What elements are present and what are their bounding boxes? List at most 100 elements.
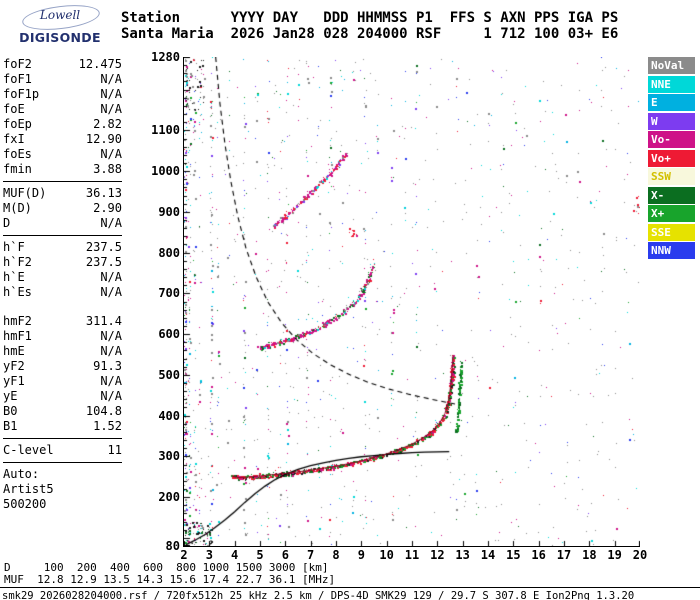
param-label: Auto:: [3, 467, 40, 481]
lowell-digisonde-logo: Lowell DIGISONDE: [8, 1, 112, 49]
legend-x-minus: X-: [648, 186, 695, 204]
param-value: N/A: [100, 329, 122, 343]
param-value: 12.90: [85, 132, 122, 146]
param-b1: B1 1.52: [3, 419, 122, 434]
y-tick-900: 900: [158, 204, 180, 219]
y-tick-400: 400: [158, 408, 180, 423]
y-tick-80: 80: [165, 539, 180, 553]
param-yf2: yF2 91.3: [3, 359, 122, 374]
param-value: N/A: [100, 374, 122, 388]
panel-separator: [3, 462, 122, 463]
param-value: 11: [107, 443, 122, 457]
param-value: N/A: [100, 285, 122, 299]
param-value: 104.8: [85, 404, 122, 418]
x-tick-20: 20: [632, 548, 648, 562]
param-value: N/A: [100, 102, 122, 116]
param-label: foEs: [3, 147, 32, 161]
x-tick-7: 7: [307, 548, 315, 562]
param-label: MUF(D): [3, 186, 47, 200]
x-tick-14: 14: [480, 548, 496, 562]
param-label: fxI: [3, 132, 25, 146]
x-tick-9: 9: [357, 548, 365, 562]
legend-ssw: SSW: [648, 168, 695, 185]
param-label: foF1: [3, 72, 32, 86]
param-h-f: h`F 237.5: [3, 240, 122, 255]
param-label: C-level: [3, 443, 54, 457]
logo-lowell-text: Lowell: [39, 8, 81, 22]
param-label: yF1: [3, 374, 25, 388]
param-label: M(D): [3, 201, 32, 215]
param-label: D: [3, 216, 11, 230]
x-tick-6: 6: [281, 548, 289, 562]
y-tick-300: 300: [158, 449, 180, 464]
param-label: foF1p: [3, 87, 40, 101]
param-hmf1: hmF1 N/A: [3, 329, 122, 344]
muf-distance-table: D 100 200 400 600 800 1000 1500 3000 [km…: [4, 562, 335, 586]
ionogram-canvas: [184, 57, 640, 546]
x-tick-19: 19: [607, 548, 622, 562]
param-label: foE: [3, 102, 25, 116]
param-label: B0: [3, 404, 18, 418]
legend-sse: SSE: [648, 223, 695, 241]
param-h-es: h`Es N/A: [3, 285, 122, 300]
param-label: h`E: [3, 270, 25, 284]
y-tick-700: 700: [158, 286, 180, 301]
x-tick-16: 16: [531, 548, 546, 562]
legend-noval: NoVal: [648, 57, 695, 74]
y-tick-600: 600: [158, 327, 180, 342]
param-fof1p: foF1p N/A: [3, 87, 122, 102]
param-h-e: h`E N/A: [3, 270, 122, 285]
param-value: 2.90: [93, 201, 122, 215]
param-auto: Auto:: [3, 467, 122, 482]
param-fof2: foF2 12.475: [3, 57, 122, 72]
param-foep: foEp 2.82: [3, 117, 122, 132]
legend-vo-minus: Vo-: [648, 131, 695, 148]
param-label: h`F: [3, 240, 25, 254]
param-hme: hmE N/A: [3, 344, 122, 359]
param-label: foEp: [3, 117, 32, 131]
echo-direction-legend: NoVal NNE E W Vo- Vo+ SSW X- X+ SSE NNW: [648, 57, 695, 261]
param-value: 237.5: [85, 240, 122, 254]
footer-file-info: smk29_2026028204000.rsf / 720fx512h 25 k…: [0, 587, 700, 600]
param-h-f2: h`F2 237.5: [3, 255, 122, 270]
y-tick-1000: 1000: [151, 164, 180, 179]
panel-separator: [3, 438, 122, 439]
y-tick-200: 200: [158, 490, 180, 505]
param-ye: yE N/A: [3, 389, 122, 404]
param-c-level: C-level 11: [3, 443, 122, 458]
param-fof1: foF1 N/A: [3, 72, 122, 87]
param-label: hmE: [3, 344, 25, 358]
param-label: yF2: [3, 359, 25, 373]
param-value: 36.13: [85, 186, 122, 200]
param-500200: 500200: [3, 497, 122, 512]
param-label: h`F2: [3, 255, 32, 269]
x-tick-17: 17: [556, 548, 572, 562]
param-label: fmin: [3, 162, 32, 176]
panel-gap: [3, 300, 122, 314]
param-value: N/A: [100, 87, 122, 101]
param-label: yE: [3, 389, 18, 403]
param-value: N/A: [100, 270, 122, 284]
param-yf1: yF1 N/A: [3, 374, 122, 389]
param-value: 2.82: [93, 117, 122, 131]
legend-w: W: [648, 112, 695, 130]
x-tick-18: 18: [582, 548, 597, 562]
legend-e: E: [648, 94, 695, 111]
x-tick-12: 12: [430, 548, 445, 562]
param-value: 1.52: [93, 419, 122, 433]
logo-digisonde-text: DIGISONDE: [19, 30, 101, 45]
param-b0: B0 104.8: [3, 404, 122, 419]
ionogram-plot-area: [183, 57, 640, 547]
header-columns-line: Station YYYY DAY DDD HHMMSS P1 FFS S AXN…: [121, 10, 619, 26]
param-value: N/A: [100, 216, 122, 230]
x-tick-4: 4: [231, 548, 239, 562]
param-d: D N/A: [3, 216, 122, 231]
x-tick-5: 5: [256, 548, 264, 562]
x-tick-15: 15: [506, 548, 521, 562]
y-tick-1100: 1100: [151, 123, 180, 138]
legend-vo-plus: Vo+: [648, 149, 695, 167]
param-label: hmF1: [3, 329, 32, 343]
param-value: 3.88: [93, 162, 122, 176]
param-artist5: Artist5: [3, 482, 122, 497]
